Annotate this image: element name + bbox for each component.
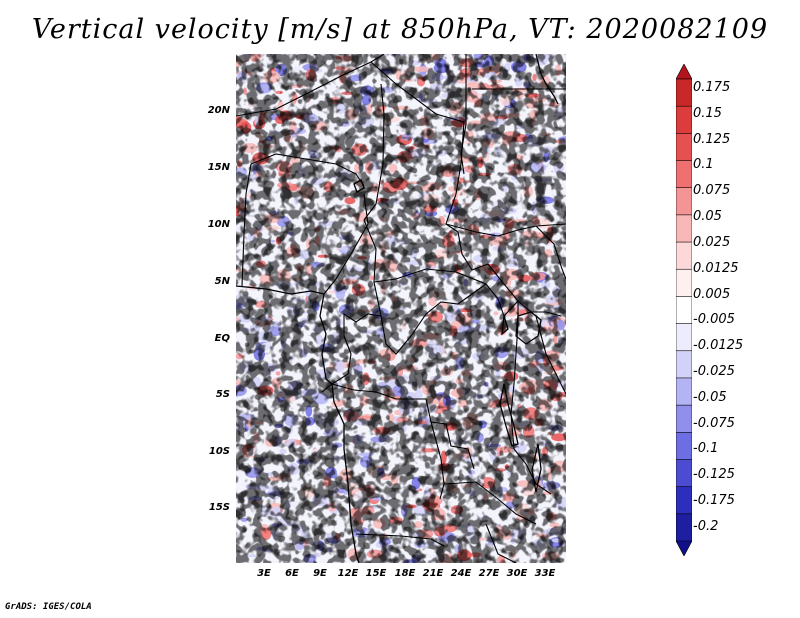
chart-title: Vertical velocity [m/s] at 850hPa, VT: 2…	[31, 14, 769, 45]
colorbar-top-arrow	[676, 64, 692, 80]
downdraft-texture	[236, 54, 566, 563]
border-congo	[321, 281, 382, 393]
colorbar-segment	[676, 105, 692, 135]
lat-label-20n: 20N	[207, 105, 230, 116]
lat-label-10s: 10S	[208, 446, 230, 457]
border-sudan-ssudan	[445, 223, 566, 237]
lon-label-33e: 33E	[534, 568, 556, 579]
colorbar-segment	[676, 187, 692, 216]
border-nigeria-cameroon	[323, 193, 369, 295]
map-plot-area	[236, 54, 566, 563]
lon-label-15e: 15E	[365, 568, 387, 579]
border-zambia-south	[443, 481, 537, 525]
border-angola-zambia	[430, 421, 445, 500]
colorbar-segment	[676, 268, 692, 298]
coastlines	[236, 54, 559, 563]
colorbar-segment	[676, 486, 692, 515]
colorbar-segment	[676, 513, 692, 542]
lon-label-12e: 12E	[337, 568, 359, 579]
colorbar-segment	[676, 459, 692, 488]
country-borders	[236, 54, 566, 563]
border-libya-west	[370, 61, 465, 123]
lon-label-27e: 27E	[478, 568, 500, 579]
lon-label-30e: 30E	[506, 568, 528, 579]
colorbar-label: -0.125	[693, 467, 735, 482]
lake-victoria	[515, 311, 542, 345]
grads-credit: GrADS: IGES/COLA	[5, 602, 92, 612]
lon-label-9e: 9E	[313, 568, 327, 579]
colorbar-label: -0.1	[693, 441, 719, 456]
colorbar-label: -0.05	[693, 390, 727, 405]
border-tanzania	[535, 315, 566, 395]
colorbar-bottom-arrow	[676, 540, 692, 556]
lat-label-5n: 5N	[214, 276, 230, 287]
colorbar-label: 0.125	[693, 132, 731, 147]
colorbar-label: -0.175	[693, 493, 735, 508]
lon-label-18e: 18E	[394, 568, 416, 579]
colorbar-segment	[676, 323, 692, 352]
border-angola-namibia	[355, 533, 445, 547]
lon-label-6e: 6E	[285, 568, 299, 579]
border-niger-algeria	[236, 54, 385, 117]
lat-label-10n: 10N	[207, 219, 230, 230]
lake-malawi	[531, 443, 542, 493]
colorbar-segment	[676, 377, 692, 406]
colorbar-label: -0.075	[693, 416, 735, 431]
colorbar-label: 0.005	[693, 287, 731, 302]
border-benin	[241, 163, 252, 287]
colorbar-label: 0.15	[693, 106, 722, 121]
border-nigeria-niger	[250, 153, 365, 187]
colorbar-segment	[676, 296, 692, 325]
colorbar-segment	[676, 160, 692, 189]
colorbar-label: -0.0125	[693, 338, 744, 353]
lon-label-21e: 21E	[422, 568, 444, 579]
lat-label-eq: EQ	[214, 333, 230, 344]
colorbar-segment	[676, 214, 692, 243]
colorbar-label: -0.025	[693, 364, 735, 379]
border-ssudan-south	[487, 263, 562, 317]
map-svg	[236, 54, 566, 563]
colorbar-label: -0.2	[693, 519, 719, 534]
border-drc-car	[380, 283, 487, 355]
colorbar-label: 0.175	[693, 80, 731, 95]
lat-label-15n: 15N	[207, 162, 230, 173]
border-chad-sudan	[445, 121, 489, 271]
colorbar-label: 0.0125	[693, 261, 739, 276]
lat-label-5s: 5S	[215, 389, 230, 400]
colorbar-segment	[676, 350, 692, 379]
colorbar-label: 0.075	[693, 183, 731, 198]
colorbar-label: 0.05	[693, 209, 722, 224]
border-car	[363, 219, 519, 318]
lake-albert	[501, 315, 509, 336]
colorbar-segment	[676, 241, 692, 271]
lake-tanganyika	[499, 383, 519, 447]
border-chad-niger	[363, 83, 385, 221]
colorbar-segment	[676, 78, 692, 107]
colorbar-segment	[676, 133, 692, 162]
border-ethiopia	[535, 225, 566, 280]
lon-label-3e: 3E	[257, 568, 271, 579]
lake-chad	[353, 179, 365, 193]
lon-label-24e: 24E	[450, 568, 472, 579]
colorbar-segment	[676, 431, 692, 461]
gulf-guinea-coast	[236, 285, 360, 563]
border-zimbabwe	[485, 523, 517, 563]
colorbar-segment	[676, 404, 692, 434]
colorbar	[676, 64, 692, 556]
colorbar-label: 0.1	[693, 157, 714, 172]
colorbar-label: -0.005	[693, 312, 735, 327]
lat-label-15s: 15S	[208, 502, 230, 513]
border-drc-angola	[331, 383, 475, 470]
colorbar-label: 0.025	[693, 235, 731, 250]
red-sea-coast	[535, 54, 559, 105]
border-egypt-libya	[460, 54, 467, 175]
